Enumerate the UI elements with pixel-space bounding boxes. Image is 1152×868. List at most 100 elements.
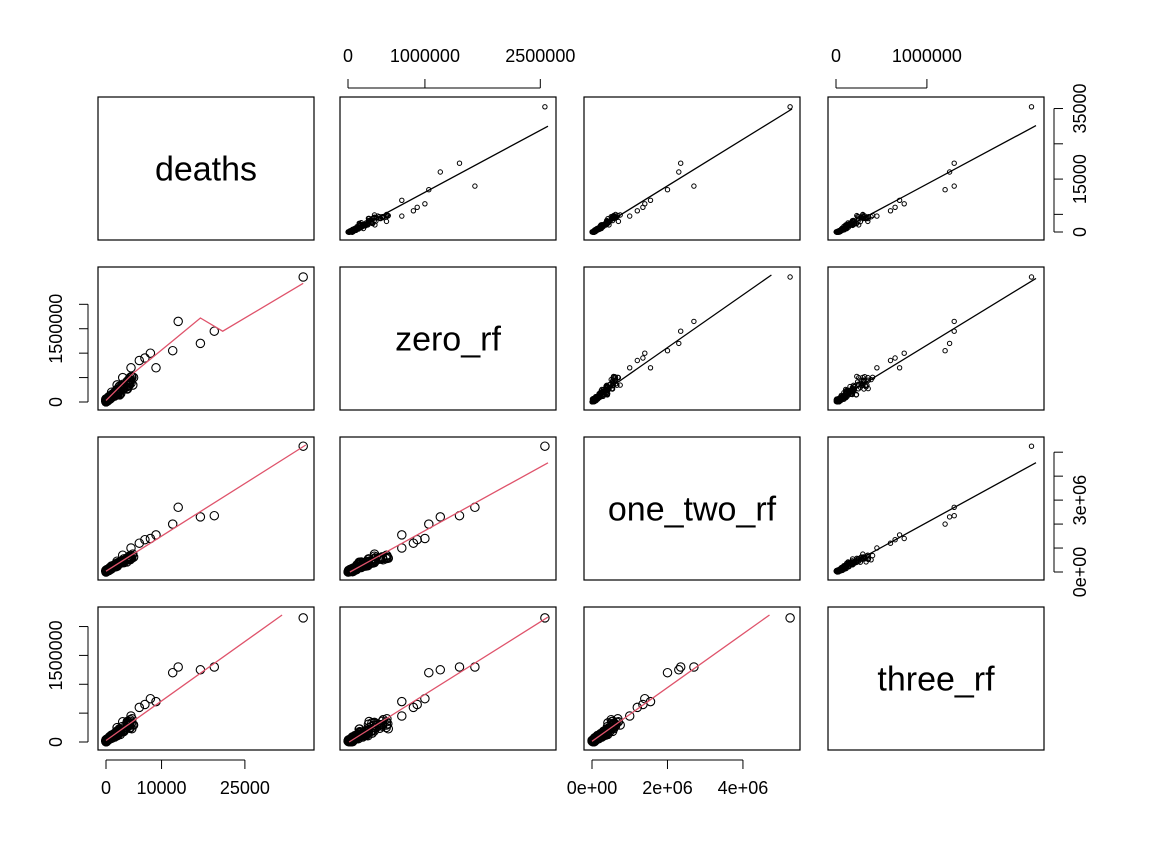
point-deaths-vs-one_two_rf [612,215,618,221]
point-three_rf-vs-zero_rf [347,735,358,746]
tick-label-three_rf-top: 0 [831,46,841,66]
point-zero_rf-vs-three_rf [901,350,907,356]
panel-three_rf-one_two_rf [583,606,801,751]
point-one_two_rf-vs-deaths [167,519,178,529]
point-three_rf-vs-zero_rf [383,719,393,729]
point-zero_rf-vs-one_two_rf [627,365,633,371]
point-three_rf-vs-zero_rf [377,721,388,731]
point-zero_rf-vs-deaths [123,375,134,385]
diag-label-one_two_rf: one_two_rf [608,491,777,529]
point-zero_rf-vs-deaths [151,363,161,373]
point-zero_rf-vs-one_two_rf [610,382,616,389]
point-deaths-vs-zero_rf [414,204,420,211]
point-zero_rf-vs-one_two_rf [691,318,697,325]
point-one_two_rf-vs-three_rf [942,521,948,527]
point-three_rf-vs-deaths [126,719,136,729]
point-deaths-vs-three_rf [846,222,852,229]
point-zero_rf-vs-deaths [101,395,112,405]
point-zero_rf-vs-deaths [134,355,145,366]
point-deaths-vs-zero_rf [422,201,428,207]
point-deaths-vs-three_rf [951,160,957,166]
point-three_rf-vs-one_two_rf [662,667,673,678]
point-zero_rf-vs-deaths [126,371,136,382]
point-one_two_rf-vs-deaths [134,538,145,548]
tick-label-zero_rf-top: 0 [343,46,353,66]
diag-label-three_rf: three_rf [877,661,995,699]
point-one_two_rf-vs-deaths [195,512,206,522]
point-zero_rf-vs-deaths [195,338,206,349]
point-three_rf-vs-one_two_rf [640,693,650,704]
point-zero_rf-vs-three_rf [951,318,957,325]
point-one_two_rf-vs-zero_rf [349,565,359,576]
fit-line-zero_rf-vs-deaths [105,282,304,401]
point-zero_rf-vs-one_two_rf [787,274,793,280]
tick-label-deaths-right: 35000 [1070,83,1090,133]
point-one_two_rf-vs-three_rf [946,514,953,520]
tick-label-zero_rf-top: 1000000 [390,46,460,66]
point-zero_rf-vs-three_rf [942,348,948,354]
point-three_rf-vs-one_two_rf [638,699,648,710]
tick-label-zero_rf-left: 1500000 [46,294,66,364]
point-deaths-vs-zero_rf [385,213,391,219]
panel-zero_rf-one_two_rf [583,266,801,411]
point-three_rf-vs-deaths [106,730,116,741]
point-deaths-vs-three_rf [887,208,894,214]
fit-line-one_two_rf-vs-three_rf [836,462,1037,573]
panel-one_two_rf-one_two_rf [583,436,801,581]
panel-one_two_rf-deaths [97,436,315,581]
point-deaths-vs-zero_rf [371,212,378,218]
point-zero_rf-vs-deaths [122,382,132,392]
point-deaths-vs-zero_rf [542,104,548,110]
point-three_rf-vs-deaths [101,735,111,746]
point-deaths-vs-one_two_rf [627,213,633,219]
point-deaths-vs-one_two_rf [647,197,654,204]
point-deaths-vs-three_rf [836,228,843,235]
point-deaths-vs-one_two_rf [676,169,682,175]
panel-deaths-deaths [97,96,315,241]
fit-line-three_rf-vs-deaths [105,614,283,742]
point-one_two_rf-vs-three_rf [869,552,876,559]
point-deaths-vs-zero_rf [383,218,390,225]
tick-label-zero_rf-left: 0 [46,397,66,407]
point-zero_rf-vs-deaths [125,372,135,383]
point-zero_rf-vs-one_two_rf [676,340,682,347]
point-deaths-vs-zero_rf [348,228,355,235]
point-three_rf-vs-zero_rf [397,696,407,707]
point-deaths-vs-one_two_rf [691,183,697,189]
point-three_rf-vs-deaths [140,699,150,710]
point-three_rf-vs-zero_rf [435,665,446,675]
point-one_two_rf-vs-deaths [106,563,116,574]
tick-label-deaths-bottom: 25000 [220,778,270,798]
tick-label-one_two_rf-right: 3e+06 [1070,475,1090,526]
tick-label-one_two_rf-bottom: 0e+00 [567,778,618,798]
point-zero_rf-vs-three_rf [946,340,953,347]
point-one_two_rf-vs-deaths [101,565,112,576]
diag-label-zero_rf: zero_rf [395,321,501,359]
point-zero_rf-vs-deaths [106,392,116,403]
point-three_rf-vs-zero_rf [540,613,550,623]
point-three_rf-vs-one_two_rf [610,721,620,731]
point-three_rf-vs-deaths [104,733,114,743]
point-deaths-vs-zero_rf [437,169,443,175]
tick-label-deaths-bottom: 0 [101,778,111,798]
point-one_two_rf-vs-three_rf [1028,443,1035,449]
point-one_two_rf-vs-deaths [173,502,183,513]
point-zero_rf-vs-one_two_rf [642,350,648,356]
point-one_two_rf-vs-zero_rf [420,533,430,544]
tick-label-deaths-right: 15000 [1070,154,1090,204]
point-zero_rf-vs-deaths [140,353,150,363]
point-zero_rf-vs-deaths [111,388,121,398]
tick-label-zero_rf-top: 2500000 [505,46,575,66]
point-deaths-vs-one_two_rf [594,226,601,232]
panel-three_rf-deaths [97,606,315,751]
point-three_rf-vs-one_two_rf [675,662,686,672]
tick-label-three_rf-left: 0 [46,737,66,747]
panel-three_rf-three_rf [827,606,1045,751]
point-deaths-vs-three_rf [892,204,898,211]
point-one_two_rf-vs-zero_rf [359,560,370,570]
panel-three_rf-zero_rf [339,606,557,751]
point-three_rf-vs-zero_rf [454,662,465,672]
point-zero_rf-vs-three_rf [862,374,868,380]
point-one_two_rf-vs-zero_rf [435,512,446,522]
tick-label-one_two_rf-bottom: 2e+06 [642,778,693,798]
